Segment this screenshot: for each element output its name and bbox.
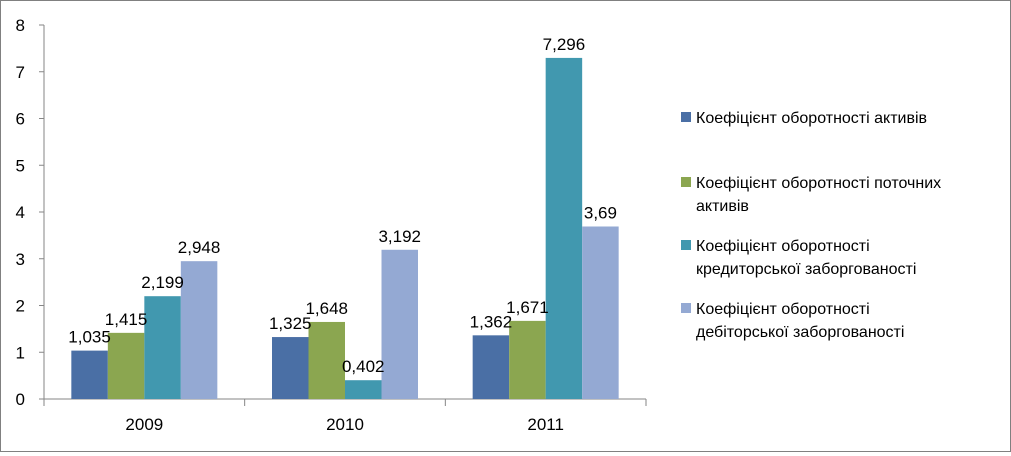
legend-swatch: [681, 240, 691, 250]
data-label: 1,362: [470, 312, 513, 331]
bar: [582, 226, 619, 399]
data-label: 0,402: [342, 357, 385, 376]
bar: [272, 337, 309, 399]
y-tick-label: 0: [16, 390, 25, 409]
y-tick-label: 6: [16, 110, 25, 129]
legend-label: Коефіцієнт оборотності: [696, 238, 870, 255]
y-tick-label: 7: [16, 63, 25, 82]
bar: [180, 261, 218, 399]
bar: [472, 335, 510, 399]
data-label: 1,415: [105, 310, 148, 329]
legend-label: кредиторської заборгованості: [696, 261, 916, 278]
y-tick-label: 1: [16, 343, 25, 362]
legend-swatch: [681, 112, 691, 122]
data-label: 2,948: [178, 238, 221, 257]
y-tick-label: 5: [16, 156, 25, 175]
legend-label: Коефіцієнт оборотності активів: [696, 110, 927, 127]
bar: [71, 350, 108, 399]
x-tick-label: 2009: [125, 415, 163, 434]
legend-label: Коефіцієнт оборотності поточних: [696, 175, 941, 192]
bar: [381, 249, 418, 399]
y-tick-label: 8: [16, 16, 25, 35]
bar: [509, 320, 546, 399]
bar: [345, 380, 382, 399]
data-label: 7,296: [543, 35, 586, 54]
data-label: 3,69: [584, 203, 617, 222]
legend-label: дебіторської заборгованості: [696, 324, 904, 341]
bar: [144, 296, 181, 399]
data-label: 2,199: [141, 273, 184, 292]
bar: [107, 332, 145, 399]
y-tick-label: 2: [16, 297, 25, 316]
data-label: 1,648: [305, 299, 348, 318]
data-label: 1,671: [506, 298, 549, 317]
data-label: 1,325: [269, 314, 312, 333]
data-label: 3,192: [378, 227, 421, 246]
legend-swatch: [681, 303, 691, 313]
x-tick-label: 2011: [527, 415, 564, 434]
y-tick-label: 4: [16, 203, 25, 222]
data-label: 1,035: [68, 328, 111, 347]
bar: [545, 57, 583, 400]
bar: [308, 321, 345, 399]
x-tick-label: 2010: [326, 415, 364, 434]
y-tick-label: 3: [16, 250, 25, 269]
legend-label: Коефіцієнт оборотності: [696, 301, 870, 318]
legend-label: активів: [696, 198, 749, 215]
legend-swatch: [681, 177, 691, 187]
